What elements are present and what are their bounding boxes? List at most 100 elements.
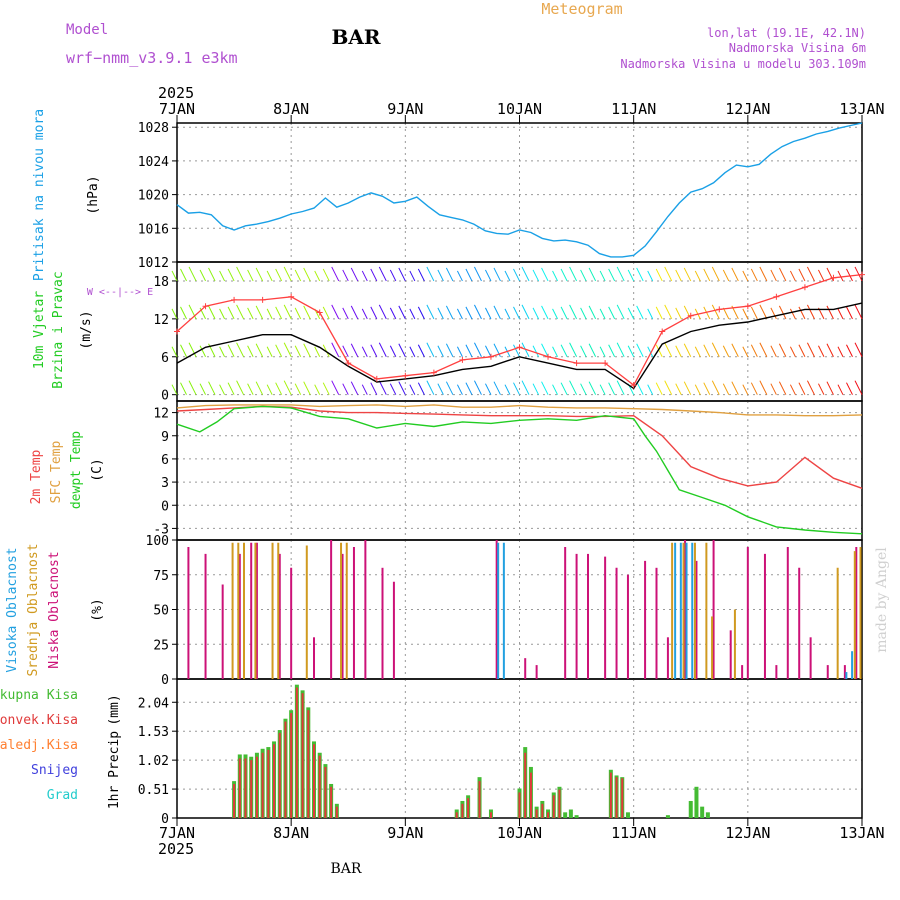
- model-label: Model: [66, 22, 108, 38]
- wind-barb: [742, 346, 749, 357]
- precip-conv-bar: [273, 744, 276, 818]
- wind-barb: [188, 266, 197, 282]
- wind-barb: [580, 383, 587, 395]
- precip-conv-bar: [307, 710, 310, 818]
- wind-barb: [199, 345, 206, 357]
- precip-conv-bar: [290, 713, 293, 818]
- wind-speed-line: [176, 302, 863, 390]
- wind-title: 10m Vjetar: [32, 291, 47, 369]
- wind-barb: [521, 266, 530, 282]
- temp-title: 2m Temp: [29, 449, 44, 504]
- y-tick-label: 0: [161, 389, 169, 404]
- gust-marker: [402, 372, 409, 379]
- wind-barb: [750, 344, 758, 357]
- wind-barb: [485, 269, 492, 282]
- wind-barb: [655, 382, 663, 395]
- gust-marker: [545, 353, 552, 360]
- wind-barb: [711, 266, 720, 282]
- pressure-unit: (hPa): [86, 175, 101, 214]
- wind-barb: [370, 306, 378, 320]
- precip-conv-bar: [489, 812, 492, 818]
- wind-barb: [283, 342, 292, 357]
- wind-barb: [532, 383, 539, 395]
- wind-barb: [314, 346, 321, 357]
- wind-barb: [655, 268, 663, 282]
- wind-barb: [711, 342, 720, 357]
- y-tick-label: 100: [146, 534, 169, 549]
- wind-barb: [398, 343, 406, 357]
- wind-barb: [552, 384, 559, 395]
- wind-barb: [350, 381, 359, 395]
- wind-barb: [759, 304, 768, 320]
- wind-barb: [599, 270, 606, 282]
- precip-conv-bar: [518, 792, 521, 818]
- wind-barb: [417, 382, 425, 395]
- y-tick-label: -3: [153, 522, 169, 537]
- x-tick-label-top: 11JAN: [611, 100, 656, 118]
- wind-barb: [398, 305, 406, 320]
- precip-conv-bar: [278, 732, 281, 818]
- wind-barb: [485, 345, 492, 357]
- wind-barb: [409, 384, 416, 395]
- temp2m-line: [176, 405, 863, 489]
- wind-barb: [513, 344, 520, 357]
- wind-barb: [485, 307, 492, 320]
- wind-barb: [378, 304, 387, 320]
- wind-barb: [275, 306, 283, 320]
- wind-unit: (m/s): [79, 310, 94, 349]
- year-bottom: 2025: [158, 840, 194, 858]
- wind-barb: [837, 308, 844, 320]
- wind-barb: [750, 382, 758, 395]
- wind-barb: [303, 267, 311, 282]
- footer-station: BAR: [331, 861, 362, 877]
- wind-barb: [314, 270, 321, 282]
- wind-barb: [854, 266, 863, 282]
- wind-barb: [417, 344, 425, 357]
- wind-barb: [521, 380, 530, 395]
- wind-barb: [171, 308, 178, 320]
- wind-barb: [731, 381, 739, 395]
- precip-total-bar: [568, 809, 573, 818]
- precip-conv-bar: [238, 758, 241, 818]
- gust-marker: [373, 375, 380, 382]
- precip-conv-bar: [301, 693, 304, 818]
- wind-barb: [426, 266, 435, 282]
- wind-barb: [580, 307, 587, 320]
- gust-marker: [659, 328, 666, 335]
- precip-conv-bar: [558, 789, 561, 818]
- wind-barb: [227, 306, 235, 320]
- x-tick-label-bottom: 11JAN: [611, 824, 656, 842]
- wind-barb: [532, 269, 539, 282]
- precip-conv-bar: [552, 795, 555, 818]
- gust-marker: [573, 360, 580, 367]
- wind-barb: [266, 270, 273, 282]
- wind-barb: [473, 380, 482, 395]
- wind-barb: [846, 306, 853, 320]
- wind-barb: [711, 380, 720, 395]
- wind-barb: [599, 308, 606, 320]
- precip-conv-bar: [529, 772, 532, 818]
- wind-barb: [294, 383, 302, 395]
- gust-marker: [716, 306, 723, 313]
- y-tick-label: 1016: [138, 222, 169, 237]
- wind-barb: [188, 342, 197, 357]
- wind-barb: [342, 383, 349, 395]
- wind-barb: [389, 345, 397, 357]
- panel-frame: [176, 400, 863, 541]
- y-tick-label: 75: [153, 569, 169, 584]
- y-tick-label: 1012: [138, 256, 169, 271]
- precip-conv-bar: [547, 812, 550, 818]
- wind-barb: [255, 343, 264, 357]
- precip-conv-bar: [478, 781, 481, 818]
- wind-barb: [294, 345, 302, 357]
- y-tick-label: 0.51: [138, 783, 169, 798]
- wind-barb: [560, 344, 568, 357]
- wind-barb: [389, 307, 397, 320]
- wind-barb: [846, 382, 853, 395]
- y-tick-label: 0: [161, 812, 169, 827]
- gust-marker: [602, 360, 609, 367]
- gust-marker: [487, 353, 494, 360]
- wind-barb: [219, 308, 226, 320]
- wind-barb: [770, 307, 777, 320]
